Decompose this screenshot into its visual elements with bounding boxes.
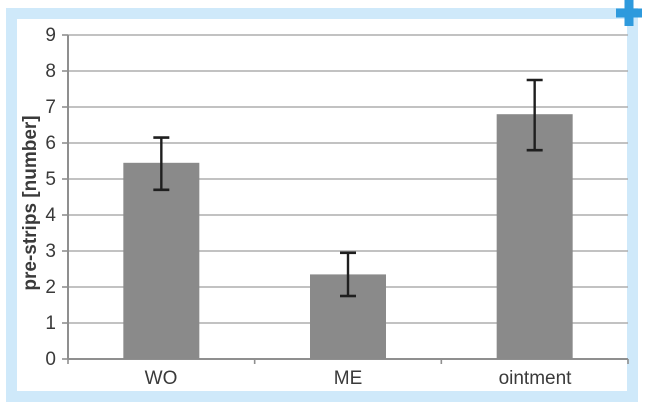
plus-vertical-arm (624, 0, 634, 26)
y-tick-label: 8 (45, 61, 56, 82)
y-tick-label: 4 (45, 205, 56, 226)
y-tick-label: 6 (45, 133, 56, 154)
bar-ointment (496, 114, 573, 359)
expand-plus-icon[interactable] (616, 0, 642, 26)
y-tick-label: 2 (45, 277, 56, 298)
y-tick-label: 3 (45, 241, 56, 262)
x-tick-label-me: ME (334, 368, 363, 389)
x-tick-label-wo: WO (145, 368, 178, 389)
y-axis-title: pre-strips [number] (20, 115, 41, 290)
y-tick-label: 9 (45, 25, 56, 46)
x-tick-label-ointment: ointment (499, 368, 573, 389)
y-tick-label: 5 (45, 169, 56, 190)
y-tick-label: 0 (45, 349, 56, 370)
bar-WO (123, 162, 200, 359)
y-tick-label: 7 (45, 97, 56, 118)
y-tick-label: 1 (45, 313, 56, 334)
